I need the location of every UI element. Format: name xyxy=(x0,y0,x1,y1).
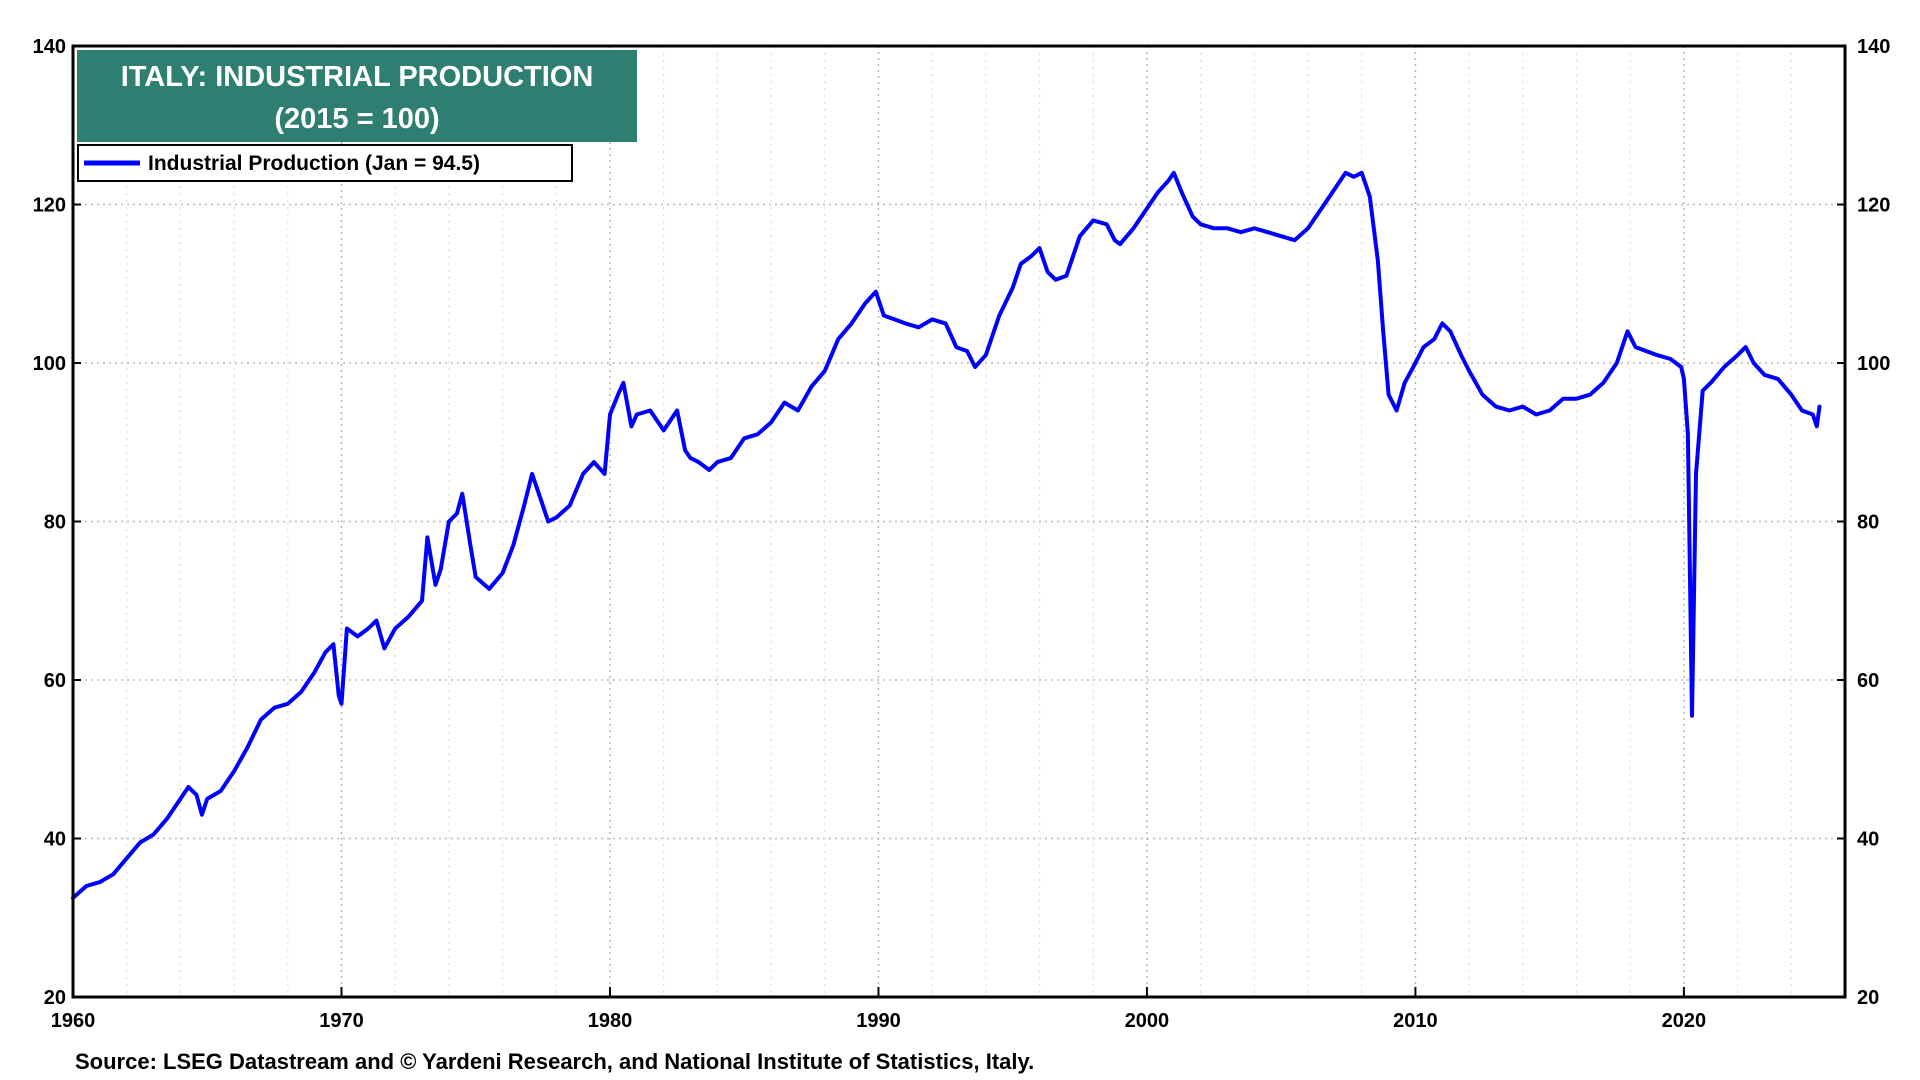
y-tick-left-140: 140 xyxy=(33,36,66,58)
y-tick-left-80: 80 xyxy=(44,512,66,534)
y-tick-left-40: 40 xyxy=(44,829,66,851)
legend-label: Industrial Production (Jan = 94.5) xyxy=(148,152,480,175)
series-layer xyxy=(71,170,1822,900)
x-tick-2020: 2020 xyxy=(1662,1010,1707,1032)
y-tick-right-100: 100 xyxy=(1857,353,1890,375)
y-tick-right-60: 60 xyxy=(1857,670,1879,692)
y-tick-left-120: 120 xyxy=(33,195,66,217)
y-tick-right-40: 40 xyxy=(1857,829,1879,851)
x-tick-1960: 1960 xyxy=(51,1010,96,1032)
x-tick-1990: 1990 xyxy=(856,1010,901,1032)
y-tick-left-100: 100 xyxy=(33,353,66,375)
x-tick-2010: 2010 xyxy=(1393,1010,1438,1032)
legend: Industrial Production (Jan = 94.5) xyxy=(77,144,573,182)
series-line-0 xyxy=(71,170,1822,900)
y-tick-right-80: 80 xyxy=(1857,512,1879,534)
x-tick-1980: 1980 xyxy=(588,1010,633,1032)
chart-title: ITALY: INDUSTRIAL PRODUCTION xyxy=(121,61,594,93)
source-note: Source: LSEG Datastream and © Yardeni Re… xyxy=(75,1049,1034,1074)
x-axis: 1960 1970 1980 1990 2000 2010 2020 xyxy=(51,987,1706,1032)
x-tick-1970: 1970 xyxy=(319,1010,364,1032)
chart-subtitle: (2015 = 100) xyxy=(274,103,439,135)
y-tick-right-140: 140 xyxy=(1857,36,1890,58)
x-tick-2000: 2000 xyxy=(1125,1010,1170,1032)
legend-box xyxy=(77,144,573,182)
y-tick-left-60: 60 xyxy=(44,670,66,692)
title-background xyxy=(77,50,637,142)
y-tick-right-20: 20 xyxy=(1857,987,1879,1009)
grid xyxy=(73,46,1845,997)
y-axis-right: 20 40 60 80 100 120 140 xyxy=(1837,36,1890,1009)
y-tick-left-20: 20 xyxy=(44,987,66,1009)
y-axis-left: 20 40 60 80 100 120 140 xyxy=(33,36,81,1009)
title-box: ITALY: INDUSTRIAL PRODUCTION (2015 = 100… xyxy=(77,50,637,142)
y-tick-right-120: 120 xyxy=(1857,195,1890,217)
